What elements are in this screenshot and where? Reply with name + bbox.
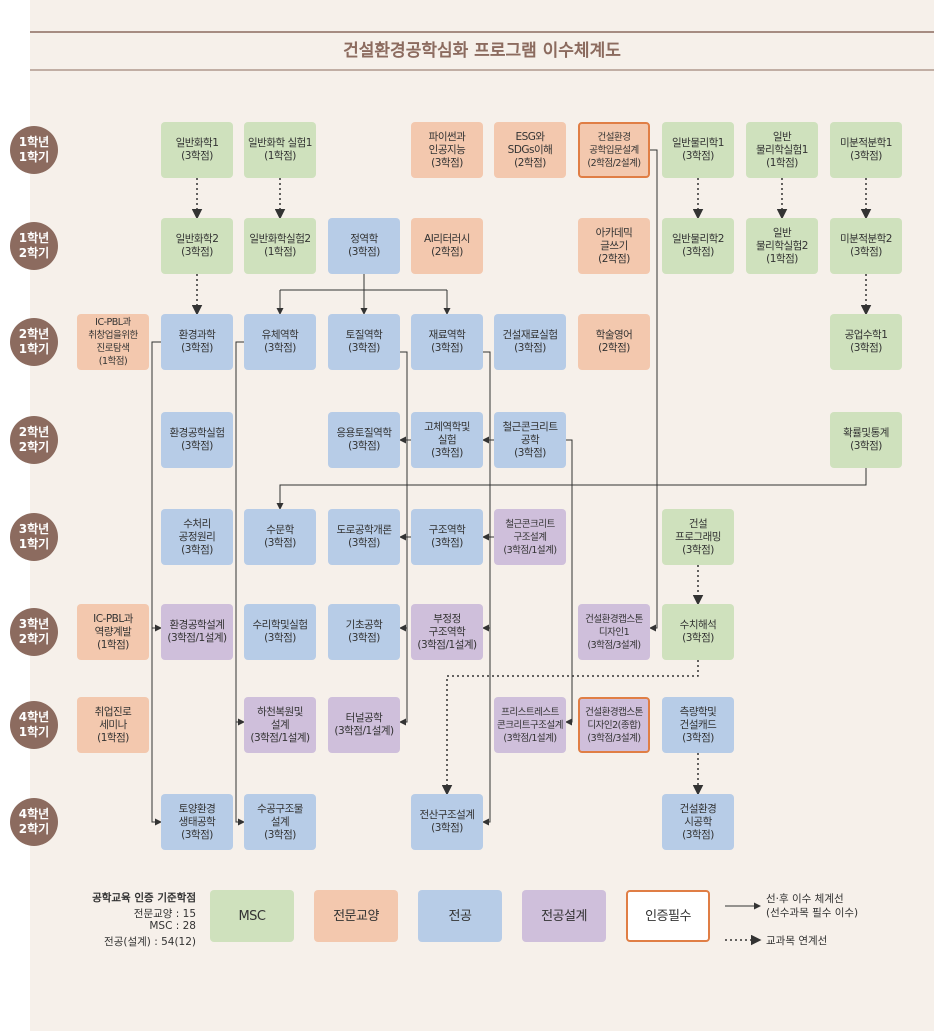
course-box: 건설환경캡스톤 디자인1 (3학점/3설계) [578,604,650,660]
prereq-lines [151,149,867,910]
course-box: 환경공학실험 (3학점) [161,412,233,468]
course-box: 일반물리학2 (3학점) [662,218,734,274]
credit-line: 전문교양 : 15 [133,908,196,920]
course-box: 구조역학 (3학점) [411,509,483,565]
course-box: 환경공학설계 (3학점/1설계) [161,604,233,660]
course-box: 수리학및실험 (3학점) [244,604,316,660]
title: 건설환경공학심화 프로그램 이수체계도 [343,41,621,61]
course-box: 전산구조설계 (3학점) [411,794,483,850]
course-box: 아카데믹 글쓰기 (2학점) [578,218,650,274]
course-box: 건설재료실험 (3학점) [494,314,566,370]
course-box: 재료역학 (3학점) [411,314,483,370]
course-box: 학술영어 (2학점) [578,314,650,370]
course-box: 일반 물리학실험2 (1학점) [746,218,818,274]
semester-badge: 3학년 1학기 [10,513,58,561]
course-box: 수공구조물 설계 (3학점) [244,794,316,850]
course-box: 확률및통계 (3학점) [830,412,902,468]
course-box: 수문학 (3학점) [244,509,316,565]
course-box: 미분적분학1 (3학점) [830,122,902,178]
course-box: 일반 물리학실험1 (1학점) [746,122,818,178]
semester-badge: 4학년 2학기 [10,798,58,846]
course-box: 일반화학1 (3학점) [161,122,233,178]
semester-badge: 2학년 1학기 [10,318,58,366]
course-box: 터널공학 (3학점/1설계) [328,697,400,753]
course-box: IC-PBL과 역량계발 (1학점) [77,604,149,660]
course-box: 도로공학개론 (3학점) [328,509,400,565]
course-box: 건설환경캡스톤 디자인2(종합) (3학점/3설계) [578,697,650,753]
course-box: 프리스트레스트 콘크리트구조설계 (3학점/1설계) [494,697,566,753]
semester-badge: 2학년 2학기 [10,416,58,464]
course-box: 유체역학 (3학점) [244,314,316,370]
credits-title: 공학교육 인증 기준학점 [92,892,196,904]
course-box: 일반화학 실험1 (1학점) [244,122,316,178]
course-box: 토양환경 생태공학 (3학점) [161,794,233,850]
legend-swatch: 인증필수 [626,890,710,942]
course-box: 응용토질역학 (3학점) [328,412,400,468]
course-box: ESG와 SDGs이해 (2학점) [494,122,566,178]
course-box: 수처리 공정원리 (3학점) [161,509,233,565]
course-box: 수치해석 (3학점) [662,604,734,660]
course-box: 공업수학1 (3학점) [830,314,902,370]
course-box: 정역학 (3학점) [328,218,400,274]
semester-badge: 1학년 2학기 [10,222,58,270]
course-box: AI리터러시 (2학점) [411,218,483,274]
course-box: 건설환경 시공학 (3학점) [662,794,734,850]
legend-swatch: 전문교양 [314,890,398,942]
legend-swatch: 전공설계 [522,890,606,942]
course-box: 하천복원및 설계 (3학점/1설계) [244,697,316,753]
course-box: 기초공학 (3학점) [328,604,400,660]
semester-badge: 3학년 2학기 [10,608,58,656]
course-box: 파이썬과 인공지능 (3학점) [411,122,483,178]
course-box: 철근콘크리트 구조설계 (3학점/1설계) [494,509,566,565]
legend-line: 교과목 연계선 [766,935,828,947]
credit-line: MSC : 28 [149,920,196,932]
course-box: 일반화학실험2 (1학점) [244,218,316,274]
course-box: 미분적분학2 (3학점) [830,218,902,274]
course-box: 취업진로 세미나 (1학점) [77,697,149,753]
course-box: 토질역학 (3학점) [328,314,400,370]
course-box: 부정정 구조역학 (3학점/1설계) [411,604,483,660]
legend-swatch: MSC [210,890,294,942]
legend-line: 선·후 이수 체계선 (선수과목 필수 이수) [766,893,859,919]
course-box: 건설 프로그래밍 (3학점) [662,509,734,565]
semester-badge: 4학년 1학기 [10,701,58,749]
credit-line: 전공(설계) : 54(12) [104,936,196,948]
course-box: IC-PBL과 취창업을위한 진로탐색 (1학점) [77,314,149,370]
course-box: 건설환경 공학입문설계 (2학점/2설계) [578,122,650,178]
course-box: 고체역학및 실험 (3학점) [411,412,483,468]
course-box: 일반물리학1 (3학점) [662,122,734,178]
course-box: 철근콘크리트 공학 (3학점) [494,412,566,468]
semester-badge: 1학년 1학기 [10,126,58,174]
course-box: 환경과학 (3학점) [161,314,233,370]
legend-swatch: 전공 [418,890,502,942]
course-box: 측량학및 건설캐드 (3학점) [662,697,734,753]
course-box: 일반화학2 (3학점) [161,218,233,274]
